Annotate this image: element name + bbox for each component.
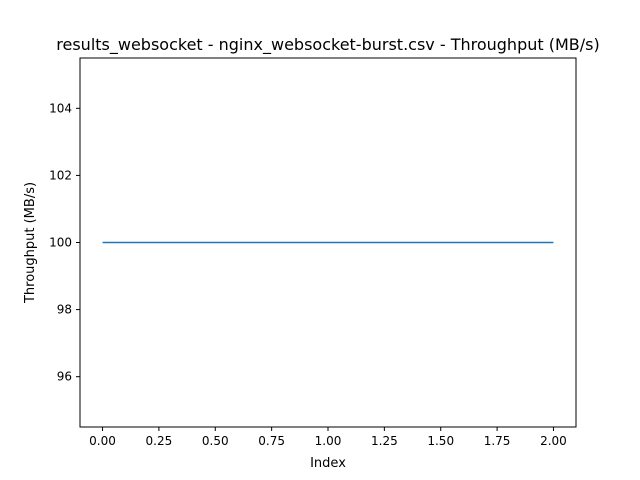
y-tick-label: 98 bbox=[57, 303, 72, 317]
x-tick-label: 1.00 bbox=[315, 434, 342, 448]
y-axis: 96 98 100 102 104 bbox=[49, 101, 80, 384]
x-tick-label: 2.00 bbox=[540, 434, 567, 448]
chart-title: results_websocket - nginx_websocket-burs… bbox=[56, 35, 599, 55]
x-tick-label: 0.75 bbox=[258, 434, 285, 448]
x-tick-label: 0.50 bbox=[202, 434, 229, 448]
x-tick-label: 0.00 bbox=[89, 434, 116, 448]
x-axis-label: Index bbox=[310, 456, 346, 471]
y-tick-label: 102 bbox=[49, 168, 72, 182]
y-axis-label: Throughput (MB/s) bbox=[23, 182, 38, 304]
x-tick-label: 1.75 bbox=[484, 434, 511, 448]
x-tick-label: 1.25 bbox=[371, 434, 398, 448]
x-tick-label: 0.25 bbox=[146, 434, 173, 448]
x-tick-label: 1.50 bbox=[427, 434, 454, 448]
y-tick-label: 100 bbox=[49, 236, 72, 250]
y-tick-label: 96 bbox=[57, 370, 72, 384]
x-axis: 0.00 0.25 0.50 0.75 1.00 1.25 1.50 1.75 2.00 bbox=[89, 427, 567, 448]
y-tick-label: 104 bbox=[49, 101, 72, 115]
